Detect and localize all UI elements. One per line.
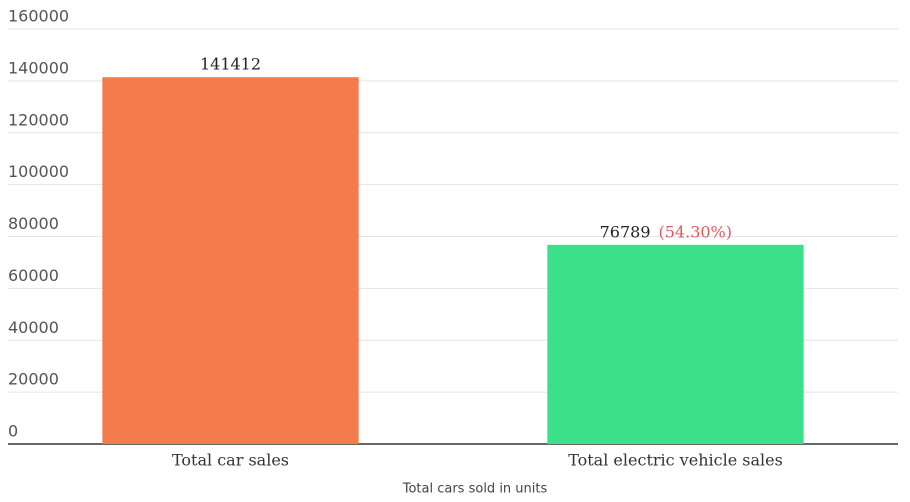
bar (102, 77, 359, 445)
x-axis-title: Total cars sold in units (402, 482, 548, 497)
value-label: 141412 (200, 55, 261, 74)
value-label: 76789 (600, 222, 651, 241)
y-tick-label: 120000 (8, 110, 69, 129)
y-tick-label: 140000 (8, 58, 69, 77)
x-tick-label: Total car sales (172, 451, 289, 470)
y-tick-label: 100000 (8, 162, 69, 181)
annotation: (54.30%) (659, 222, 733, 241)
y-tick-label: 80000 (8, 214, 59, 233)
y-tick-label: 20000 (8, 370, 59, 389)
y-tick-label: 40000 (8, 318, 59, 337)
bar (547, 244, 804, 444)
y-tick-label: 60000 (8, 266, 59, 285)
y-tick-label: 0 (8, 422, 18, 441)
y-tick-label: 160000 (8, 7, 69, 26)
x-tick-label: Total electric vehicle sales (568, 451, 783, 470)
